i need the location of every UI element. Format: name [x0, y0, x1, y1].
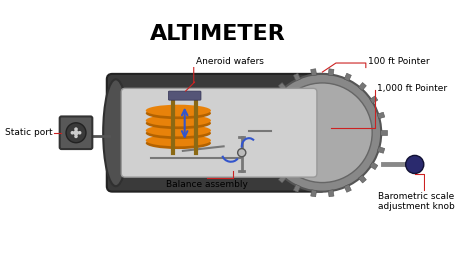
Circle shape	[71, 131, 74, 135]
Text: 1,000 ft Pointer: 1,000 ft Pointer	[377, 84, 447, 93]
FancyBboxPatch shape	[121, 88, 317, 177]
Circle shape	[238, 149, 246, 157]
Circle shape	[73, 130, 79, 136]
Text: Barometric scale
adjustment knob: Barometric scale adjustment knob	[378, 192, 455, 211]
FancyBboxPatch shape	[60, 116, 92, 149]
Circle shape	[78, 131, 81, 135]
Polygon shape	[328, 69, 334, 76]
Text: ALTIMETER: ALTIMETER	[150, 24, 286, 44]
Text: 100 ft Pointer: 100 ft Pointer	[368, 57, 429, 66]
Text: Balance assembly: Balance assembly	[167, 180, 248, 189]
Polygon shape	[359, 175, 366, 183]
Circle shape	[263, 74, 381, 192]
Ellipse shape	[146, 115, 211, 126]
Polygon shape	[267, 96, 275, 104]
Ellipse shape	[146, 135, 211, 146]
Ellipse shape	[146, 105, 211, 116]
Ellipse shape	[146, 117, 211, 129]
Polygon shape	[293, 73, 301, 81]
Polygon shape	[377, 147, 385, 153]
Polygon shape	[260, 112, 268, 119]
Ellipse shape	[146, 108, 211, 119]
Polygon shape	[260, 147, 268, 153]
Circle shape	[66, 123, 86, 143]
Polygon shape	[344, 185, 351, 192]
Polygon shape	[278, 83, 286, 90]
Polygon shape	[293, 185, 301, 192]
Text: Static port: Static port	[5, 128, 52, 137]
Ellipse shape	[103, 79, 128, 186]
Polygon shape	[370, 96, 378, 104]
Ellipse shape	[146, 125, 211, 136]
Circle shape	[74, 127, 78, 131]
Polygon shape	[380, 130, 387, 135]
Polygon shape	[344, 73, 351, 81]
FancyBboxPatch shape	[168, 91, 201, 100]
FancyBboxPatch shape	[107, 74, 326, 192]
Polygon shape	[267, 162, 275, 170]
Polygon shape	[370, 162, 378, 170]
Ellipse shape	[146, 137, 211, 149]
Circle shape	[273, 83, 372, 183]
Ellipse shape	[146, 127, 211, 139]
Polygon shape	[359, 83, 366, 90]
Polygon shape	[278, 175, 286, 183]
Polygon shape	[377, 112, 385, 119]
Circle shape	[74, 135, 78, 138]
Text: Aneroid wafers: Aneroid wafers	[196, 57, 263, 66]
Polygon shape	[258, 130, 264, 135]
Polygon shape	[311, 190, 317, 197]
Polygon shape	[328, 190, 334, 197]
Circle shape	[406, 155, 424, 174]
Polygon shape	[311, 69, 317, 76]
